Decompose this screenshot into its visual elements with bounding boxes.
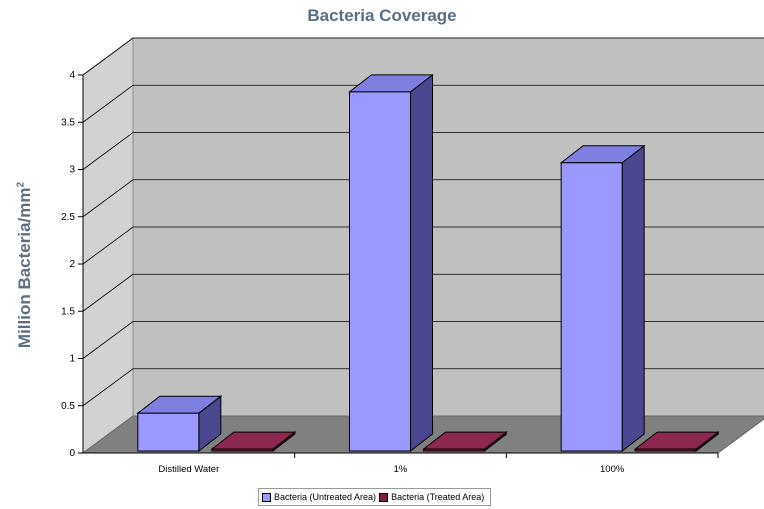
bar-side	[410, 73, 433, 453]
x-tick-label: 100%	[600, 464, 625, 475]
legend-item-treated: Bacteria (Treated Area)	[379, 492, 484, 502]
y-tick-label: 3	[69, 165, 75, 176]
bar	[560, 162, 623, 452]
legend-swatch-untreated	[262, 492, 271, 502]
gridline-diagonal	[82, 37, 134, 76]
legend-label-treated: Bacteria (Treated Area)	[391, 492, 485, 502]
y-tick-label: 4	[69, 70, 75, 81]
bar	[137, 412, 200, 452]
chart-legend: Bacteria (Untreated Area) Bacteria (Trea…	[258, 488, 492, 506]
bar	[211, 448, 274, 452]
bar	[349, 91, 411, 452]
y-tick-label: 3.5	[61, 117, 75, 128]
y-tick-label: 1.5	[61, 306, 75, 317]
gridline-diagonal	[82, 84, 134, 123]
x-tick-label: 1%	[394, 464, 408, 475]
y-tick-label: 2	[69, 259, 75, 270]
legend-item-untreated: Bacteria (Untreated Area)	[262, 492, 376, 502]
legend-label-untreated: Bacteria (Untreated Area)	[274, 492, 377, 502]
chart-title: Bacteria Coverage	[307, 6, 457, 25]
y-tick-label: 1	[69, 354, 75, 365]
bar-side	[621, 144, 645, 453]
y-tick-label: 0	[69, 448, 75, 459]
bar	[634, 448, 697, 452]
y-tick-label: 2.5	[61, 212, 75, 223]
y-tick-label: 0.5	[61, 401, 75, 412]
legend-swatch-treated	[379, 492, 389, 502]
x-tick-label: Distilled Water	[158, 464, 219, 475]
bar	[423, 448, 485, 452]
gridline-diagonal	[82, 273, 134, 312]
gridline-diagonal	[82, 132, 134, 170]
gridline-diagonal	[82, 179, 134, 218]
gridline-diagonal	[82, 321, 134, 359]
gridline-diagonal	[82, 368, 134, 407]
gridline-diagonal	[82, 226, 134, 265]
